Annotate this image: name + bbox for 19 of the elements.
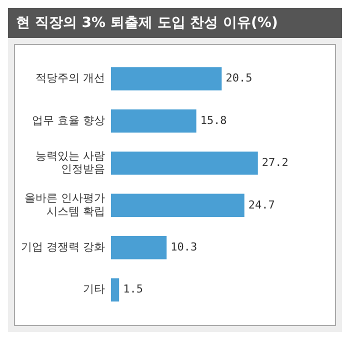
data-label: 10.3 xyxy=(170,240,198,254)
data-label: 24.7 xyxy=(248,198,275,212)
bar xyxy=(110,152,258,175)
y-tick-label: 적당주의 개선 xyxy=(35,72,105,85)
y-tick-label: 올바른 인사평가 시스템 확립 xyxy=(24,192,105,218)
bar xyxy=(110,109,196,133)
bar xyxy=(110,278,120,302)
y-tick-label: 능력있는 사람 인정받음 xyxy=(35,149,105,176)
bar xyxy=(110,194,244,218)
data-label: 27.2 xyxy=(262,156,288,170)
data-label: 15.8 xyxy=(200,114,227,127)
y-tick-label: 기업 경쟁력 강화 xyxy=(20,240,105,254)
chart-title: 현 직장의 3% 퇴출제 도입 찬성 이유(%) xyxy=(8,8,342,38)
data-label: 1.5 xyxy=(123,282,143,296)
y-tick-label: 기타 xyxy=(82,282,105,296)
bar xyxy=(110,236,167,260)
y-tick-label: 업무 효율 향상 xyxy=(32,114,105,127)
bar xyxy=(110,67,222,90)
data-label: 20.5 xyxy=(226,72,252,85)
